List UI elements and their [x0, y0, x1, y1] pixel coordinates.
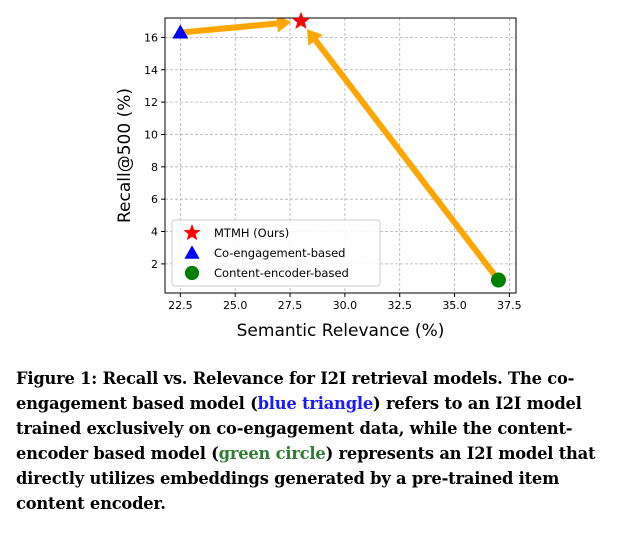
legend-circle-icon [184, 265, 200, 281]
y-tick-label: 14 [144, 64, 158, 77]
y-tick-label: 2 [151, 258, 158, 271]
y-tick-label: 10 [144, 128, 158, 141]
arrow-head [307, 29, 323, 46]
arrow-shaft [180, 20, 278, 36]
chart-figure: 22.5 25.0 27.5 30.0 32.5 35.0 37.5 2 4 6 8 10 12 14 16… [115, 11, 522, 340]
y-tick-label: 16 [144, 31, 158, 44]
x-tick-label: 25.0 [223, 299, 248, 312]
axis-ticks: 22.5 25.0 27.5 30.0 32.5 35.0 37.5 2 4 6 8 10 12 14 16 [144, 31, 522, 312]
legend-entry-label: Content-encoder-based [214, 266, 349, 280]
caption-blue-triangle: blue triangle [257, 394, 374, 413]
arrow-head [276, 18, 292, 33]
arrow-shaft [313, 38, 501, 282]
caption-text-2: ) refers to an I2I model trained exclusi… [16, 394, 582, 463]
y-tick-label: 6 [151, 193, 158, 206]
star-data-point [291, 11, 311, 29]
x-tick-label: 37.5 [497, 299, 522, 312]
x-axis-label: Semantic Relevance (%) [237, 321, 445, 340]
caption-green-circle: green circle [218, 444, 326, 463]
legend-box [171, 219, 381, 287]
caption-text-3: ) represents an I2I model that directly … [16, 444, 596, 513]
plot-frame [164, 17, 517, 294]
y-tick-label: 8 [151, 161, 158, 174]
y-tick-label: 12 [144, 96, 158, 109]
legend-star-icon [183, 223, 201, 241]
legend-triangle-icon [184, 245, 200, 259]
legend: MTMH (Ours) Co-engagement-based Content-en… [171, 219, 381, 287]
legend-entry-label: MTMH (Ours) [214, 226, 289, 240]
legend-entry-label: Co-engagement-based [214, 246, 345, 260]
x-tick-label: 35.0 [442, 299, 467, 312]
figure-caption: Figure 1: Recall vs. Relevance for I2I r… [16, 366, 628, 516]
x-tick-label: 22.5 [168, 299, 193, 312]
x-tick-label: 32.5 [387, 299, 412, 312]
caption-text-1: Figure 1: Recall vs. Relevance for I2I r… [16, 369, 575, 413]
triangle-data-point [172, 24, 189, 39]
circle-data-point [490, 272, 506, 288]
y-axis-label: Recall@500 (%) [115, 88, 135, 223]
data-markers [172, 11, 506, 288]
x-tick-label: 27.5 [278, 299, 303, 312]
y-tick-label: 4 [151, 226, 158, 239]
x-tick-label: 30.0 [333, 299, 358, 312]
arrows [180, 18, 501, 282]
